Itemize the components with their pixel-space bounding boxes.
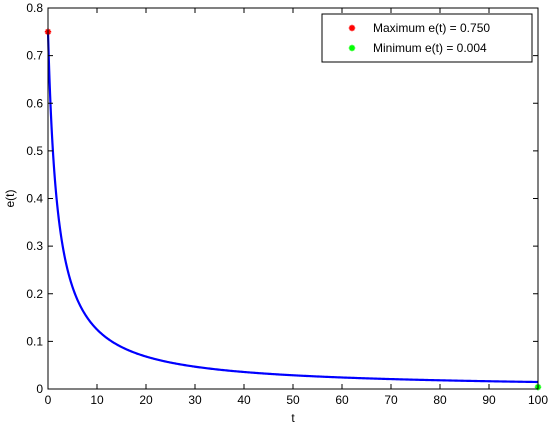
plot-area [48, 8, 538, 389]
legend-label: Minimum e(t) = 0.004 [373, 41, 487, 55]
y-tick-label: 0.8 [26, 1, 43, 15]
series-line-0 [46, 31, 539, 384]
legend-marker-stroke [349, 25, 355, 31]
y-tick-label: 0.1 [26, 334, 43, 348]
y-tick-label: 0.6 [26, 96, 43, 110]
x-tick-label: 10 [90, 393, 104, 407]
x-tick-label: 0 [45, 393, 52, 407]
legend-label: Maximum e(t) = 0.750 [373, 21, 490, 35]
series-layer [46, 31, 539, 384]
x-tick-label: 20 [139, 393, 153, 407]
x-tick-label: 80 [433, 393, 447, 407]
axis-layer: 0 10 20 30 40 50 60 70 80 90 100 0 0.1 0.2 0.3 0.4 0.5 0.… [3, 1, 548, 425]
x-tick-label: 30 [188, 393, 202, 407]
x-tick-label: 90 [482, 393, 496, 407]
legend-marker-stroke [349, 45, 355, 51]
x-tick-label: 100 [528, 393, 548, 407]
y-tick-label: 0.4 [26, 192, 43, 206]
legend-marker [348, 44, 356, 52]
x-tick-label: 40 [237, 393, 251, 407]
y-tick-label: 0.5 [26, 144, 43, 158]
legend-marker [348, 24, 356, 32]
y-tick-label: 0.3 [26, 239, 43, 253]
y-tick-label: 0 [36, 382, 43, 396]
legend-box [321, 13, 533, 63]
y-tick-label: 0.2 [26, 287, 43, 301]
x-axis-label: t [291, 411, 295, 425]
x-tick-label: 70 [384, 393, 398, 407]
plot-background [48, 8, 538, 389]
legend: Maximum e(t) = 0.750 Minimum e(t) = 0.004 [321, 13, 533, 63]
y-axis-label: e(t) [3, 189, 17, 207]
x-tick-label: 50 [286, 393, 300, 407]
y-tick-label: 0.7 [26, 49, 43, 63]
x-tick-label: 60 [335, 393, 349, 407]
